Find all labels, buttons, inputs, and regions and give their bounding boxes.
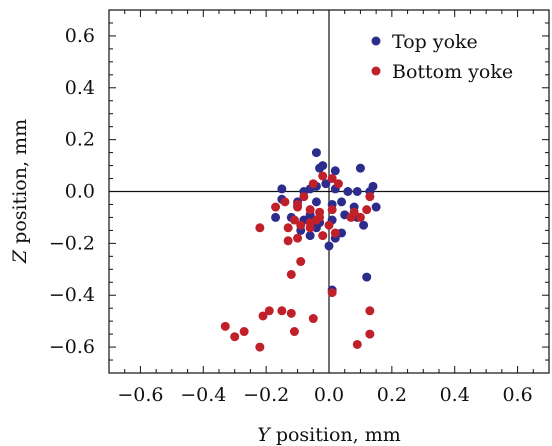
data-point (283, 223, 293, 233)
y-tick-label: −0.4 (49, 284, 95, 306)
data-point (305, 223, 315, 233)
data-point (255, 223, 265, 233)
x-axis-ticks: −0.6 −0.4 −0.2 0.0 0.2 0.4 0.6 (108, 10, 550, 406)
x-axis-title-text: position, mm (270, 424, 401, 446)
legend-marker-top-yoke (371, 36, 381, 46)
data-point (324, 241, 334, 251)
data-point (318, 171, 328, 181)
data-point (305, 231, 315, 241)
y-axis-title-text: position, mm (9, 119, 31, 250)
x-tick-label: −0.2 (243, 384, 289, 406)
data-point (286, 308, 296, 318)
data-point (327, 205, 337, 215)
data-point (264, 306, 274, 316)
data-point (296, 220, 306, 230)
data-point (293, 233, 303, 243)
y-tick-label: −0.6 (49, 336, 95, 358)
data-point (311, 148, 321, 158)
data-point (324, 220, 334, 230)
data-point (352, 187, 362, 196)
data-point (365, 306, 375, 316)
y-axis-ticks: 0.6 0.4 0.2 0.0 −0.2 −0.4 −0.6 (49, 9, 549, 374)
y-axis-var: Z (9, 249, 31, 264)
y-tick-label: 0.4 (65, 77, 95, 99)
legend-label-bottom-yoke: Bottom yoke (392, 61, 513, 83)
x-axis-title: Y position, mm (257, 424, 401, 446)
series-top-yoke (271, 148, 381, 295)
x-tick-label: 0.2 (377, 384, 407, 406)
data-point (308, 179, 318, 189)
data-point (352, 339, 362, 349)
data-point (321, 179, 331, 189)
data-point (230, 332, 240, 342)
data-point (315, 212, 325, 222)
data-point (293, 199, 303, 209)
data-point (327, 288, 337, 298)
data-point (299, 192, 309, 202)
y-tick-label: 0.6 (65, 25, 95, 47)
legend: Top yoke Bottom yoke (371, 31, 513, 83)
x-tick-label: 0.6 (502, 384, 532, 406)
y-tick-label: 0.2 (65, 129, 95, 151)
data-point (327, 174, 337, 184)
y-axis-title: Z position, mm (9, 119, 31, 264)
data-point (289, 327, 299, 337)
x-tick-label: −0.4 (180, 384, 226, 406)
x-tick-label: 0.4 (440, 384, 470, 406)
data-point (330, 166, 340, 176)
legend-label-top-yoke: Top yoke (392, 31, 478, 53)
data-point (280, 197, 290, 207)
data-point (277, 306, 287, 316)
data-point (255, 342, 265, 352)
legend-marker-bottom-yoke (371, 66, 381, 76)
data-point (365, 329, 375, 339)
data-point (318, 231, 328, 241)
data-point (283, 236, 293, 246)
data-point (311, 223, 321, 233)
x-axis-var: Y (257, 424, 272, 446)
data-point (346, 212, 356, 222)
data-point (362, 205, 372, 215)
data-point (271, 202, 281, 212)
data-point (362, 272, 372, 282)
data-point (239, 327, 249, 337)
data-point (286, 269, 296, 279)
data-point (355, 212, 365, 222)
data-point (337, 228, 347, 238)
data-point (371, 202, 381, 212)
data-point (308, 314, 318, 324)
x-tick-label: −0.6 (117, 384, 163, 406)
data-point (311, 197, 321, 207)
data-point (333, 179, 343, 189)
data-point (305, 205, 315, 215)
data-point (220, 321, 230, 331)
zero-crosshair (109, 10, 549, 373)
data-point (289, 215, 299, 225)
data-point (355, 163, 365, 173)
data-point (315, 163, 325, 173)
data-points (220, 148, 381, 352)
y-tick-label: 0.0 (65, 181, 95, 203)
data-point (337, 197, 347, 207)
y-tick-label: −0.2 (49, 232, 95, 254)
data-point (343, 187, 353, 196)
x-tick-label: 0.0 (314, 384, 344, 406)
data-point (359, 220, 369, 230)
data-point (296, 257, 306, 267)
series-bottom-yoke (220, 171, 375, 352)
data-point (271, 212, 281, 222)
data-point (330, 228, 340, 238)
data-point (365, 192, 375, 202)
data-point (277, 184, 287, 194)
data-point (258, 311, 268, 321)
